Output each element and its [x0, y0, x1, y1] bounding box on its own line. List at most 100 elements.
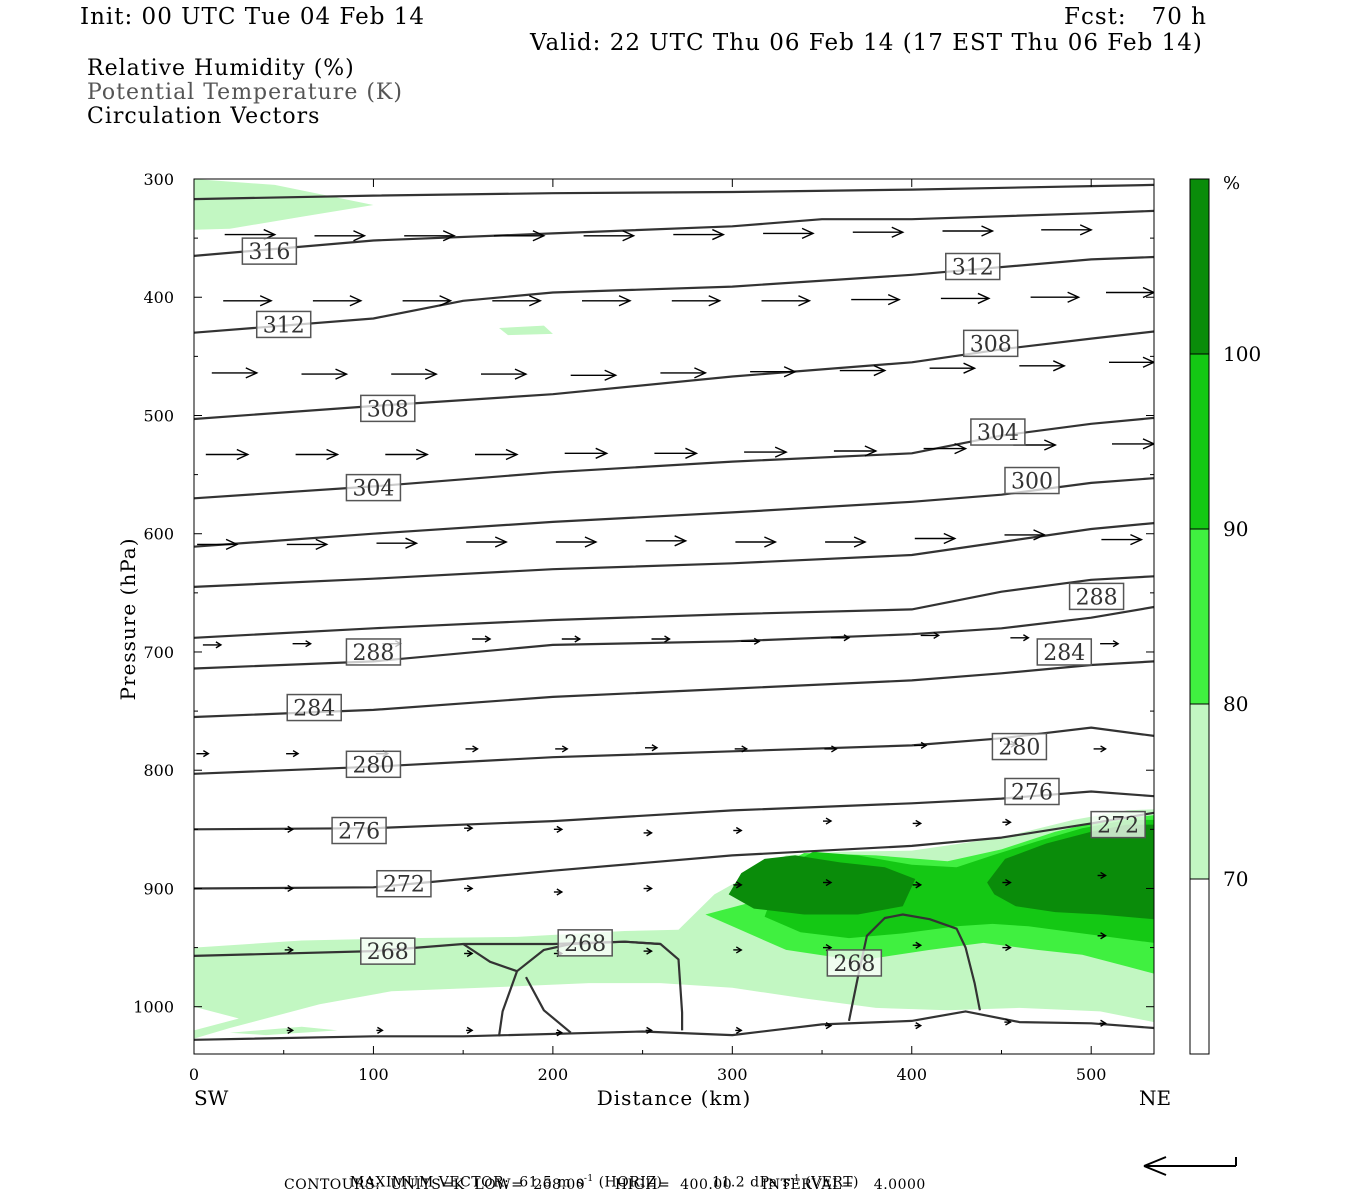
- wind-vector-head: [1112, 640, 1120, 648]
- wind-vector-head: [887, 293, 901, 306]
- contour-label-268: 268: [826, 949, 883, 977]
- wind-vector-head: [783, 366, 797, 378]
- wind-vector-head: [349, 295, 363, 307]
- wind-vector-head: [466, 824, 474, 832]
- contour-label-308: 308: [360, 394, 416, 422]
- wind-vector-head: [466, 949, 474, 958]
- wind-vector-head: [556, 1029, 564, 1037]
- contour-label-304: 304: [345, 473, 402, 502]
- wind-vector-head: [442, 230, 456, 242]
- contour-label-284: 284: [286, 693, 342, 722]
- wind-vector-head: [1005, 1018, 1012, 1026]
- wind-vector-head: [825, 1022, 833, 1030]
- wind-vector-head: [843, 634, 851, 642]
- wind-vector-head: [1052, 360, 1066, 372]
- wind-vector-head: [1142, 356, 1154, 368]
- wind-vector-head: [943, 532, 957, 545]
- colorbar-label: 70: [1223, 867, 1248, 891]
- wind-vector-head: [1023, 634, 1030, 642]
- wind-vector-head: [424, 368, 438, 380]
- rh-area-100-6: [728, 855, 916, 915]
- colorbar: 70 80 90 100%: [1189, 173, 1261, 1055]
- isentrope-288: [194, 605, 1154, 670]
- contour-label-308: 308: [962, 329, 1019, 357]
- wind-vector-head: [981, 225, 995, 237]
- contour-label-text: 304: [977, 421, 1019, 446]
- wind-vector-head: [1044, 439, 1058, 451]
- init-time: Init: 00 UTC Tue 04 Feb 14: [80, 4, 426, 30]
- wind-vector-head: [708, 295, 722, 307]
- isentrope-316: [194, 209, 1154, 257]
- contour-label-276: 276: [1004, 777, 1060, 806]
- wind-vector-head: [505, 448, 519, 461]
- contour-label-text: 276: [1011, 781, 1053, 806]
- isentrope-316: [194, 183, 1154, 201]
- contour-label-text: 280: [352, 753, 394, 778]
- isentrope-268: [525, 976, 572, 1034]
- contour-label-300: 300: [1004, 466, 1060, 495]
- max-vector-label: MAXIMUM VECTOR:: [349, 1174, 510, 1191]
- wind-vector-head: [685, 447, 699, 459]
- wind-vector-head: [377, 1026, 384, 1034]
- contour-label-text: 308: [970, 332, 1012, 357]
- wind-vector-head: [1100, 932, 1107, 940]
- y-tick-label: 1000: [133, 998, 174, 1017]
- contour-labels: 316 312 312 308 308 304 304 300 288 288 284 284 280 2…: [241, 237, 1146, 977]
- rh-area-70-3: [229, 1026, 338, 1036]
- wind-vector-head: [915, 941, 923, 949]
- colorbar-segment: [1189, 353, 1210, 530]
- x-left-end-label: SW: [194, 1086, 229, 1110]
- wind-vector-head: [287, 946, 295, 954]
- contour-label-304: 304: [970, 418, 1026, 446]
- wind-vector-head: [664, 635, 671, 643]
- isentrope-300: [194, 477, 1154, 548]
- wind-vector-head: [1079, 224, 1093, 236]
- wind-vector-head: [532, 230, 546, 242]
- wind-vector-head: [646, 884, 653, 893]
- wind-vector-head: [753, 637, 761, 645]
- valid-time: Valid: 22 UTC Thu 06 Feb 14 (17 EST Thu …: [530, 30, 1203, 56]
- isentrope-284: [194, 660, 1154, 719]
- wind-vector-head: [595, 447, 609, 459]
- legend-rh: Relative Humidity (%): [87, 56, 355, 81]
- wind-vector-head: [472, 745, 479, 753]
- contour-label-272: 272: [376, 869, 432, 898]
- horiz-max-value: 61.5 m s: [519, 1174, 584, 1191]
- colorbar-segment: [1189, 528, 1210, 705]
- rh-shading: [194, 179, 1154, 1039]
- vert-max-value: 11.2 dPa s: [712, 1174, 791, 1191]
- wind-vector-head: [915, 881, 923, 889]
- wind-vector-head: [1142, 286, 1154, 299]
- wind-vector-head: [735, 881, 743, 889]
- wind-vector-head: [798, 295, 812, 307]
- colorbar-label: 100: [1223, 342, 1261, 366]
- contour-label-text: 312: [263, 313, 305, 338]
- isentrope-312: [194, 255, 1154, 334]
- legend-theta: Potential Temperature (K): [87, 80, 403, 105]
- contours-info: CONTOURS: UNITS=K LOW= 268.00 HIGH= 400.…: [284, 1177, 926, 1193]
- wind-vector-head: [245, 367, 259, 379]
- y-axis-label: Pressure (hPa): [116, 538, 140, 701]
- isentrope-268: [516, 940, 684, 1031]
- wind-vector-head: [618, 295, 632, 307]
- legend-vectors: Circulation Vectors: [87, 104, 321, 129]
- wind-vector-head: [484, 635, 492, 643]
- wind-vector-head: [977, 292, 991, 305]
- wind-vector-head: [305, 640, 312, 648]
- contour-label-text: 268: [833, 952, 875, 977]
- wind-vector-head: [735, 1026, 743, 1034]
- wind-vector-head: [326, 448, 340, 461]
- wind-vector-head: [891, 226, 905, 238]
- contour-label-288: 288: [345, 638, 402, 666]
- wind-vector-head: [529, 295, 543, 307]
- isentrope-304: [194, 416, 1154, 500]
- wind-vector-head: [556, 825, 564, 833]
- wind-vector-head: [646, 947, 653, 955]
- contour-label-text: 284: [293, 697, 335, 722]
- wind-vector-head: [825, 878, 833, 887]
- wind-vector-head: [236, 448, 250, 461]
- wind-vector-head: [315, 538, 329, 551]
- wind-vector-head: [494, 536, 508, 548]
- contour-label-text: 312: [952, 256, 994, 281]
- contour-label-272: 272: [1090, 810, 1146, 839]
